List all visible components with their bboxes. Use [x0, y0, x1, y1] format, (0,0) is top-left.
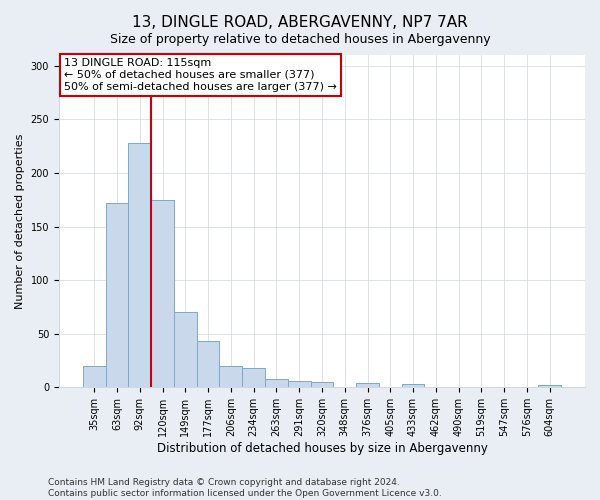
Bar	[197, 341, 220, 388]
Bar	[242, 368, 265, 388]
Bar	[151, 200, 174, 388]
Bar	[83, 366, 106, 388]
Bar	[311, 382, 334, 388]
X-axis label: Distribution of detached houses by size in Abergavenny: Distribution of detached houses by size …	[157, 442, 487, 455]
Bar	[288, 381, 311, 388]
Text: Size of property relative to detached houses in Abergavenny: Size of property relative to detached ho…	[110, 32, 490, 46]
Bar	[356, 383, 379, 388]
Bar	[220, 366, 242, 388]
Text: Contains HM Land Registry data © Crown copyright and database right 2024.
Contai: Contains HM Land Registry data © Crown c…	[48, 478, 442, 498]
Text: 13 DINGLE ROAD: 115sqm
← 50% of detached houses are smaller (377)
50% of semi-de: 13 DINGLE ROAD: 115sqm ← 50% of detached…	[64, 58, 337, 92]
Bar	[265, 379, 288, 388]
Bar	[174, 312, 197, 388]
Text: 13, DINGLE ROAD, ABERGAVENNY, NP7 7AR: 13, DINGLE ROAD, ABERGAVENNY, NP7 7AR	[132, 15, 468, 30]
Bar	[538, 385, 561, 388]
Y-axis label: Number of detached properties: Number of detached properties	[15, 134, 25, 309]
Bar	[401, 384, 424, 388]
Bar	[106, 203, 128, 388]
Bar	[128, 143, 151, 388]
